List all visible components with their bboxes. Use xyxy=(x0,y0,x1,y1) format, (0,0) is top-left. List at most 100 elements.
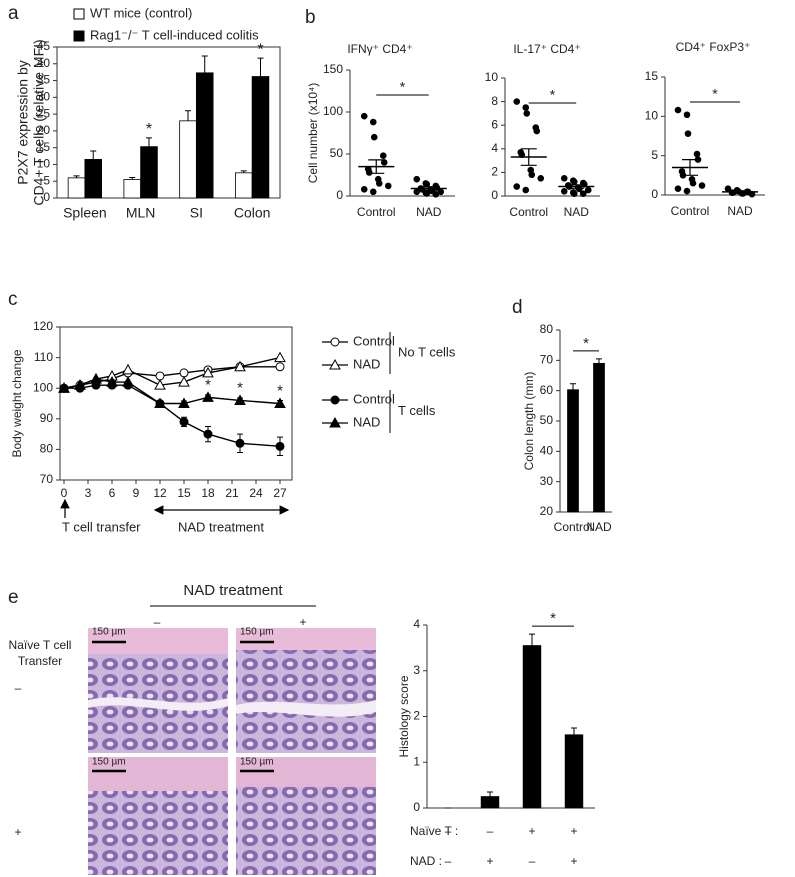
error-bar xyxy=(529,633,535,646)
data-point xyxy=(684,130,692,137)
y-tick-label: 0 xyxy=(43,190,50,204)
y-tick-label: 40 xyxy=(540,444,554,458)
data-point xyxy=(584,186,592,194)
x-tick-label: Colon xyxy=(234,205,271,221)
y-tick-label: 0 xyxy=(413,800,420,814)
data-point xyxy=(570,178,578,186)
column-label: + xyxy=(299,615,306,629)
bar xyxy=(234,172,253,199)
x-tick-label: NAD xyxy=(727,204,753,218)
significance: * xyxy=(277,382,283,399)
data-point xyxy=(413,175,421,183)
x-tick-label: Control xyxy=(554,520,593,534)
bar xyxy=(84,159,103,199)
data-point xyxy=(122,376,134,387)
chart-title: CD4⁺ FoxP3⁺ xyxy=(676,40,751,54)
error-bar xyxy=(240,170,247,173)
legend-label: NAD xyxy=(353,356,380,371)
y-tick-label: 10 xyxy=(645,109,659,123)
data-point xyxy=(275,362,285,372)
y-axis-title: CD4+ T cells (relative MFI) xyxy=(31,39,47,205)
legend-marker xyxy=(329,358,341,370)
bar xyxy=(251,76,270,199)
series-line xyxy=(63,366,280,389)
y-tick-label: 0 xyxy=(651,187,658,201)
data-point xyxy=(274,351,286,363)
panel-letter: a xyxy=(8,3,19,24)
data-point xyxy=(433,184,441,191)
row-title: Naïve T cell xyxy=(9,638,72,652)
x-tick-label: NAD xyxy=(586,520,612,534)
series-line xyxy=(64,384,281,448)
column-label: – xyxy=(154,615,161,629)
condition-value: – xyxy=(487,824,494,838)
significance: * xyxy=(257,41,263,58)
error-bar xyxy=(368,159,385,174)
x-tick-label: NAD xyxy=(564,205,590,219)
y-tick-label: 35 xyxy=(37,73,51,87)
y-tick-label: 5 xyxy=(43,173,50,187)
micrograph xyxy=(236,628,376,753)
data-point xyxy=(528,171,536,179)
condition-value: – xyxy=(445,854,452,868)
significance: * xyxy=(205,376,211,393)
data-point xyxy=(154,397,166,408)
scale-label: 150 µm xyxy=(240,757,274,768)
y-tick-label: 10 xyxy=(37,157,51,171)
y-tick-label: 80 xyxy=(40,442,54,456)
y-tick-label: 60 xyxy=(540,383,554,397)
plot-frame xyxy=(56,46,281,199)
y-axis-title: Body weight change xyxy=(10,349,24,457)
legend-label: WT mice (control) xyxy=(90,5,192,20)
y-tick-label: 20 xyxy=(540,504,554,518)
data-point xyxy=(154,379,166,390)
x-tick-label: Spleen xyxy=(63,205,107,221)
legend-marker xyxy=(330,337,340,347)
legend-label: Rag1⁻/⁻ T cell-induced colitis xyxy=(90,27,259,42)
data-point xyxy=(155,371,165,381)
x-tick-label: Control xyxy=(357,205,396,219)
bar xyxy=(567,389,579,513)
y-axis-title: Cell number (x10⁴) xyxy=(306,83,320,184)
y-tick-label: 80 xyxy=(540,322,554,336)
y-tick-label: 8 xyxy=(491,94,498,108)
data-point xyxy=(234,394,246,405)
error-bar xyxy=(257,57,264,77)
significance: * xyxy=(550,87,556,103)
y-tick-label: 90 xyxy=(40,411,54,425)
error-bar xyxy=(596,358,602,364)
data-point xyxy=(369,188,377,196)
y-tick-label: 3 xyxy=(413,663,420,677)
x-tick-label: 18 xyxy=(201,486,215,500)
data-point xyxy=(423,180,431,188)
data-point xyxy=(365,169,373,176)
data-point xyxy=(423,190,431,197)
data-point xyxy=(74,379,86,390)
legend-marker xyxy=(329,416,341,428)
chart-title: IFNγ⁺ CD4⁺ xyxy=(347,42,412,56)
error-bar xyxy=(145,137,152,147)
error-bar xyxy=(732,190,748,194)
data-point xyxy=(360,112,368,120)
error-bar xyxy=(487,791,493,797)
y-tick-label: 45 xyxy=(37,39,51,53)
y-tick-label: 110 xyxy=(34,350,53,364)
condition-value: + xyxy=(528,824,535,838)
y-tick-label: 25 xyxy=(37,106,51,120)
data-point xyxy=(274,397,286,408)
y-tick-label: 40 xyxy=(37,56,51,70)
data-point xyxy=(384,182,392,190)
micrograph xyxy=(88,757,228,875)
data-point xyxy=(380,159,388,166)
data-point xyxy=(413,188,421,196)
data-point xyxy=(513,183,521,190)
data-point xyxy=(179,417,189,427)
data-point xyxy=(369,118,377,126)
panel-letter: c xyxy=(8,289,18,310)
y-tick-label: 30 xyxy=(37,90,51,104)
legend-label: NAD xyxy=(353,414,380,429)
x-tick-label: MLN xyxy=(126,205,156,221)
condition-value: – xyxy=(529,854,536,868)
annotation: T cell transfer xyxy=(62,519,141,534)
y-tick-label: 20 xyxy=(37,123,51,137)
